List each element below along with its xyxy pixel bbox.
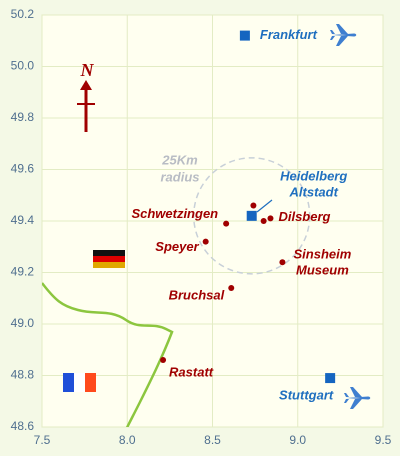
y-tick-label: 48.6 bbox=[11, 419, 35, 433]
city-marker bbox=[325, 373, 336, 384]
x-tick-label: 9.5 bbox=[375, 433, 392, 447]
y-tick-label: 49.4 bbox=[11, 213, 35, 227]
city-label: Sinsheim bbox=[294, 247, 352, 262]
x-tick-label: 7.5 bbox=[34, 433, 51, 447]
city-label: Stuttgart bbox=[279, 388, 334, 403]
city-label: Rastatt bbox=[169, 364, 214, 379]
y-tick-label: 50.0 bbox=[11, 59, 35, 73]
town-marker bbox=[202, 238, 209, 245]
radius-annotation: 25Km bbox=[161, 152, 198, 167]
town-marker bbox=[160, 357, 167, 364]
y-tick-label: 49.8 bbox=[11, 110, 35, 124]
town-marker bbox=[228, 284, 235, 291]
town-marker bbox=[250, 202, 257, 209]
city-label: Dilsberg bbox=[278, 209, 330, 224]
x-tick-label: 9.0 bbox=[289, 433, 306, 447]
x-tick-label: 8.0 bbox=[119, 433, 136, 447]
label-arrow bbox=[256, 199, 273, 213]
city-label: Schwetzingen bbox=[131, 206, 218, 221]
x-tick-label: 8.5 bbox=[204, 433, 221, 447]
radius-annotation: radius bbox=[160, 169, 199, 184]
city-label: Altstadt bbox=[289, 184, 339, 199]
city-label: Heidelberg bbox=[280, 168, 347, 183]
town-marker bbox=[223, 220, 230, 227]
y-tick-label: 48.8 bbox=[11, 368, 35, 382]
airplane-icon bbox=[344, 387, 371, 409]
city-label: Frankfurt bbox=[260, 27, 318, 42]
y-tick-label: 49.2 bbox=[11, 265, 35, 279]
border-line bbox=[42, 282, 174, 427]
german-flag bbox=[93, 250, 125, 268]
town-marker bbox=[260, 218, 267, 224]
city-label: Bruchsal bbox=[169, 287, 225, 302]
french-flag bbox=[63, 373, 96, 392]
y-tick-label: 49.6 bbox=[11, 162, 35, 176]
y-tick-label: 49.0 bbox=[11, 316, 35, 330]
city-label: Speyer bbox=[155, 239, 199, 254]
y-tick-label: 50.2 bbox=[11, 7, 35, 21]
town-marker bbox=[267, 215, 274, 222]
city-marker bbox=[239, 30, 250, 41]
town-marker bbox=[279, 259, 286, 266]
airplane-icon bbox=[330, 24, 357, 46]
city-marker bbox=[246, 210, 257, 221]
city-label: Museum bbox=[296, 263, 349, 278]
north-label: N bbox=[80, 60, 95, 80]
radius-circle bbox=[192, 157, 311, 275]
north-arrow bbox=[77, 80, 95, 132]
borders bbox=[42, 282, 174, 427]
